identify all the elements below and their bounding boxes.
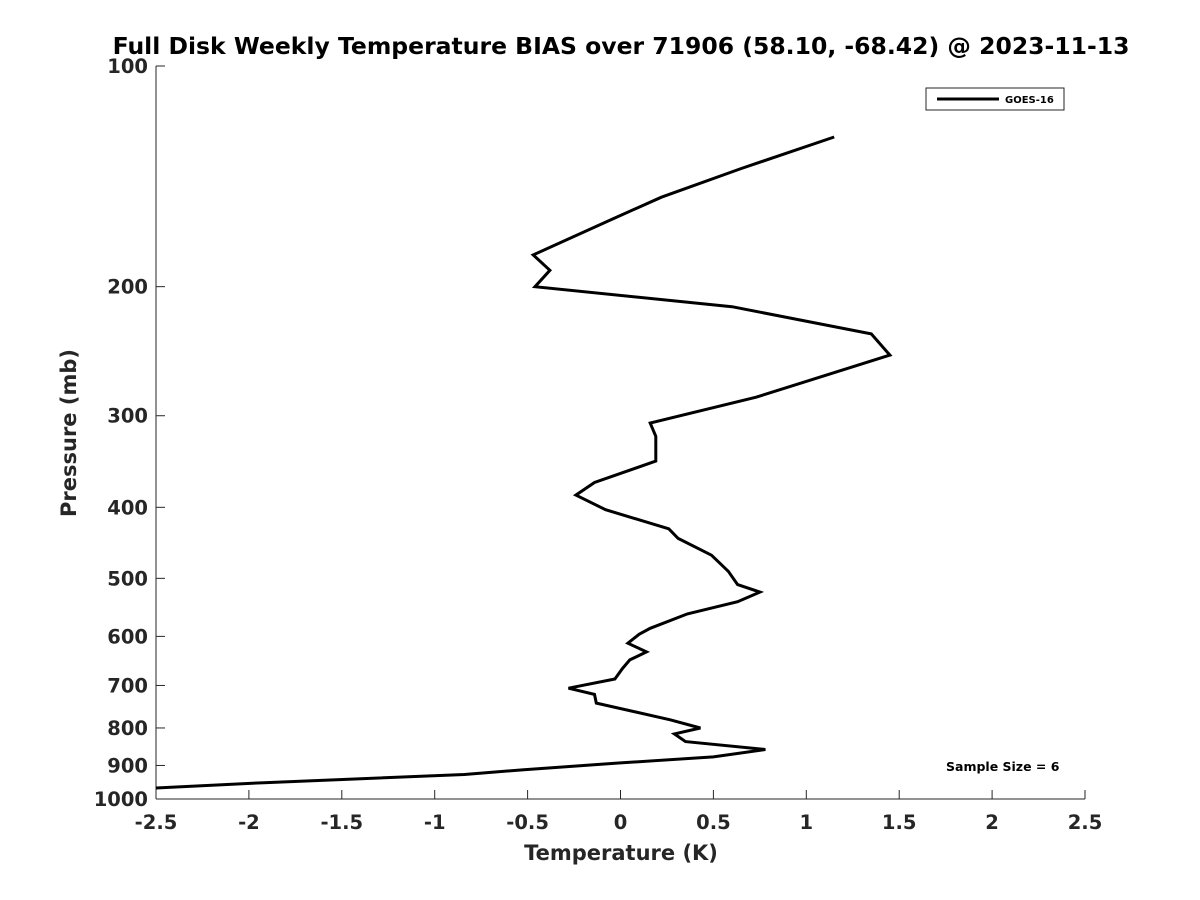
series-line-goes-16	[155, 135, 893, 790]
y-axis-ticks: 100 200 300 400 500 600 700 800 900 1000	[94, 55, 165, 811]
sample-size-annotation: Sample Size = 6	[946, 759, 1060, 774]
x-tick-label: 1.5	[882, 811, 917, 834]
x-tick-label: -0.5	[506, 811, 549, 834]
y-tick-label: 500	[107, 567, 148, 590]
x-tick-label: 0.5	[696, 811, 731, 834]
y-tick-label: 800	[107, 717, 148, 740]
legend-label-goes-16: GOES-16	[1005, 95, 1054, 106]
x-axis-label: Temperature (K)	[524, 841, 718, 865]
y-tick-label: 400	[107, 496, 148, 519]
x-tick-label: -1	[424, 811, 446, 834]
x-tick-label: 2	[985, 811, 999, 834]
x-tick-label: 0	[614, 811, 628, 834]
y-tick-label: 200	[107, 276, 148, 299]
x-tick-label: -2	[238, 811, 260, 834]
x-axis-ticks: -2.5 -2 -1.5 -1 -0.5 0 0.5 1 1.5 2 2.5	[135, 790, 1103, 834]
y-tick-label: 700	[107, 674, 148, 697]
y-tick-label: 300	[107, 405, 148, 428]
y-tick-label: 100	[107, 55, 148, 78]
x-tick-label: -2.5	[135, 811, 178, 834]
x-tick-label: -1.5	[320, 811, 363, 834]
y-tick-label: 600	[107, 625, 148, 648]
plot-area	[155, 66, 1085, 800]
legend: GOES-16	[925, 87, 1065, 111]
y-tick-label: 900	[107, 754, 148, 777]
y-axis-label: Pressure (mb)	[57, 349, 81, 517]
x-tick-label: 2.5	[1068, 811, 1103, 834]
y-tick-label: 1000	[94, 788, 148, 811]
x-tick-label: 1	[800, 811, 814, 834]
chart-title: Full Disk Weekly Temperature BIAS over 7…	[113, 32, 1130, 60]
series-layer	[155, 135, 893, 790]
